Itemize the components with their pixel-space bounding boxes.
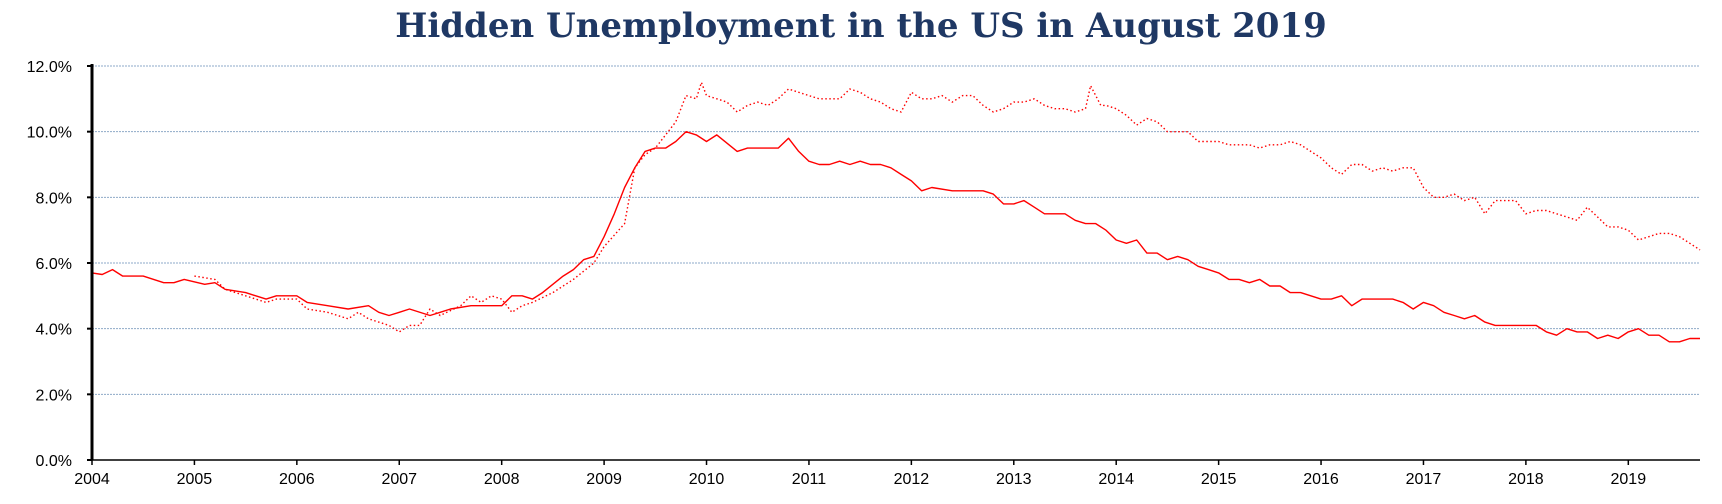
y-tick-label: 2.0% [36, 387, 72, 404]
x-tick-label: 2018 [1508, 471, 1544, 488]
x-tick-label: 2013 [996, 471, 1032, 488]
y-tick-label: 10.0% [27, 125, 72, 142]
x-tick-label: 2011 [792, 471, 827, 488]
y-axis-ticks: 0.0% 2.0% 4.0% 6.0% 8.0% 10.0% 12.0% [27, 59, 92, 470]
x-tick-label: 2008 [484, 471, 520, 488]
y-tick-label: 12.0% [27, 59, 72, 76]
x-axis-ticks: 2004 2005 2006 2007 2008 2009 2010 2011 2012 2013… [74, 460, 1646, 488]
y-tick-label: 0.0% [36, 453, 72, 470]
series-line-dotted [194, 81, 1701, 333]
x-tick-label: 2006 [279, 471, 315, 488]
x-tick-label: 2014 [1098, 471, 1134, 488]
chart-title: Hidden Unemployment in the US in August … [395, 6, 1327, 46]
y-tick-label: 8.0% [36, 190, 72, 207]
x-tick-label: 2016 [1303, 471, 1339, 488]
x-tick-label: 2009 [586, 471, 622, 488]
x-tick-label: 2004 [74, 471, 110, 488]
gridlines [92, 65, 1700, 395]
x-tick-label: 2017 [1406, 471, 1442, 488]
series-lines [91, 81, 1701, 343]
y-tick-label: 6.0% [36, 256, 72, 273]
x-tick-label: 2019 [1611, 471, 1647, 488]
y-tick-label: 4.0% [36, 322, 72, 339]
x-tick-label: 2012 [894, 471, 930, 488]
series-line-solid [91, 130, 1700, 343]
x-tick-label: 2015 [1201, 471, 1237, 488]
x-tick-label: 2007 [381, 471, 417, 488]
x-tick-label: 2010 [689, 471, 725, 488]
x-tick-label: 2005 [177, 471, 213, 488]
